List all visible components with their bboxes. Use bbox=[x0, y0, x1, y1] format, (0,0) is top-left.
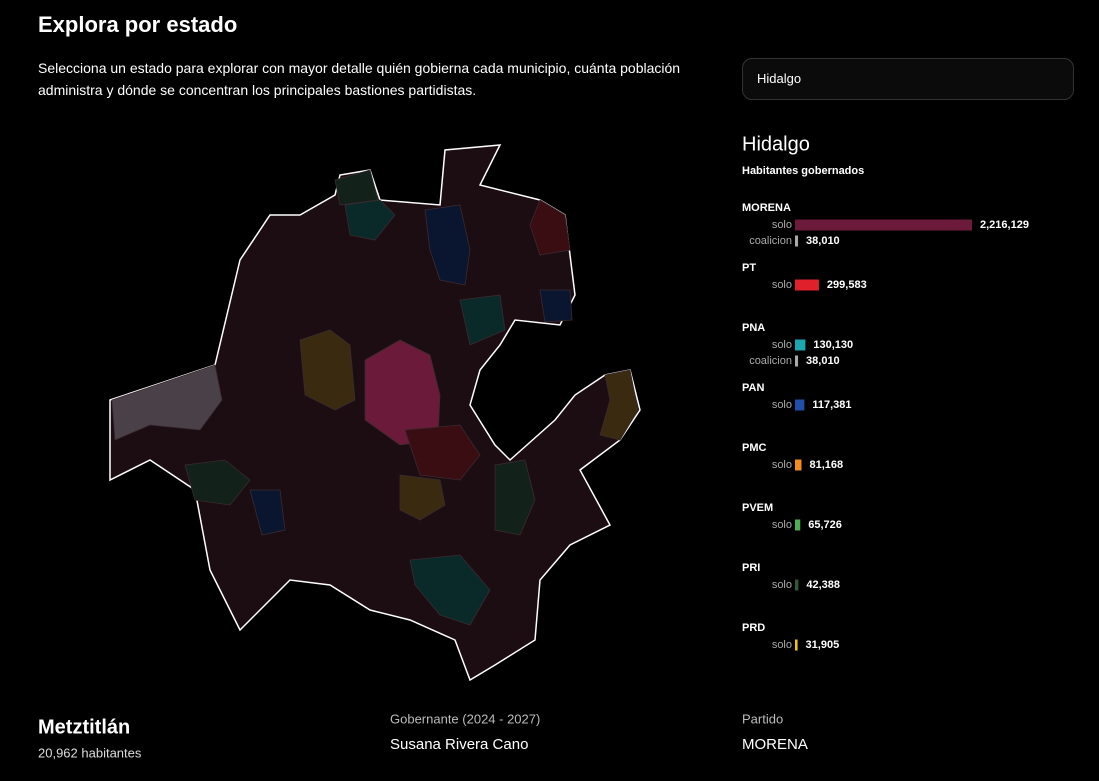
row-label: solo bbox=[772, 519, 792, 531]
party-panel: Hidalgo Habitantes gobernados MORENA solo… bbox=[742, 133, 1029, 651]
municipality[interactable] bbox=[409, 554, 491, 626]
row-label: solo bbox=[772, 399, 792, 411]
row-label: coalicion bbox=[749, 355, 792, 367]
value-label: 38,010 bbox=[806, 355, 840, 367]
population: 20,962 habitantes bbox=[38, 745, 142, 760]
bar bbox=[795, 339, 806, 351]
municipality[interactable] bbox=[299, 329, 356, 411]
description: Selecciona un estado para explorar con m… bbox=[38, 60, 681, 98]
municipality[interactable] bbox=[334, 169, 379, 206]
municipality[interactable] bbox=[459, 294, 506, 346]
bar bbox=[795, 459, 802, 471]
municipality[interactable] bbox=[529, 199, 571, 256]
footer: Metztitlán 20,962 habitantes Gobernante … bbox=[38, 711, 808, 760]
subtitle: Habitantes gobernados bbox=[742, 165, 864, 177]
bar bbox=[795, 399, 805, 411]
governor-label: Gobernante (2024 - 2027) bbox=[390, 711, 540, 726]
row-label: solo bbox=[772, 339, 792, 351]
municipality[interactable] bbox=[494, 459, 536, 536]
municipality[interactable] bbox=[364, 339, 441, 446]
bar bbox=[795, 219, 972, 231]
row-label: solo bbox=[772, 639, 792, 651]
bar bbox=[795, 639, 798, 651]
municipality-name: Metztitlán bbox=[38, 716, 130, 738]
row-label: coalicion bbox=[749, 235, 792, 247]
party-name: PMC bbox=[742, 442, 767, 454]
party: MORENA bbox=[742, 736, 808, 753]
municipality[interactable] bbox=[424, 204, 471, 286]
bar bbox=[795, 355, 799, 367]
value-label: 2,216,129 bbox=[980, 219, 1029, 231]
party-name: PNA bbox=[742, 322, 765, 334]
state-select[interactable]: Hidalgo bbox=[742, 58, 1074, 100]
row-label: solo bbox=[772, 219, 792, 231]
governor: Susana Rivera Cano bbox=[390, 736, 528, 753]
bar bbox=[795, 579, 799, 591]
municipality[interactable] bbox=[111, 364, 223, 441]
bar bbox=[795, 235, 799, 247]
value-label: 299,583 bbox=[827, 279, 867, 291]
value-label: 130,130 bbox=[813, 339, 853, 351]
title: Explora por estado bbox=[38, 12, 238, 37]
bar bbox=[795, 279, 819, 291]
party-name: PAN bbox=[742, 382, 764, 394]
party-name: PRD bbox=[742, 622, 765, 634]
value-label: 38,010 bbox=[806, 235, 840, 247]
municipality[interactable] bbox=[399, 474, 446, 521]
municipality[interactable] bbox=[539, 289, 573, 323]
value-label: 117,381 bbox=[812, 399, 851, 411]
party-label: Partido bbox=[742, 711, 783, 726]
party-name: PRI bbox=[742, 562, 760, 574]
municipality[interactable] bbox=[184, 459, 251, 506]
state-map[interactable] bbox=[109, 144, 641, 682]
party-name: MORENA bbox=[742, 202, 791, 214]
party-name: PVEM bbox=[742, 502, 773, 514]
municipality[interactable] bbox=[249, 489, 286, 536]
row-label: solo bbox=[772, 579, 792, 591]
row-label: solo bbox=[772, 459, 792, 471]
municipality[interactable] bbox=[404, 424, 481, 481]
state-name: Hidalgo bbox=[742, 133, 810, 155]
bar bbox=[795, 519, 801, 531]
municipality[interactable] bbox=[599, 369, 639, 441]
value-label: 81,168 bbox=[809, 459, 843, 471]
value-label: 31,905 bbox=[806, 639, 840, 651]
value-label: 42,388 bbox=[806, 579, 840, 591]
row-label: solo bbox=[772, 279, 792, 291]
party-name: PT bbox=[742, 262, 756, 274]
value-label: 65,726 bbox=[808, 519, 842, 531]
